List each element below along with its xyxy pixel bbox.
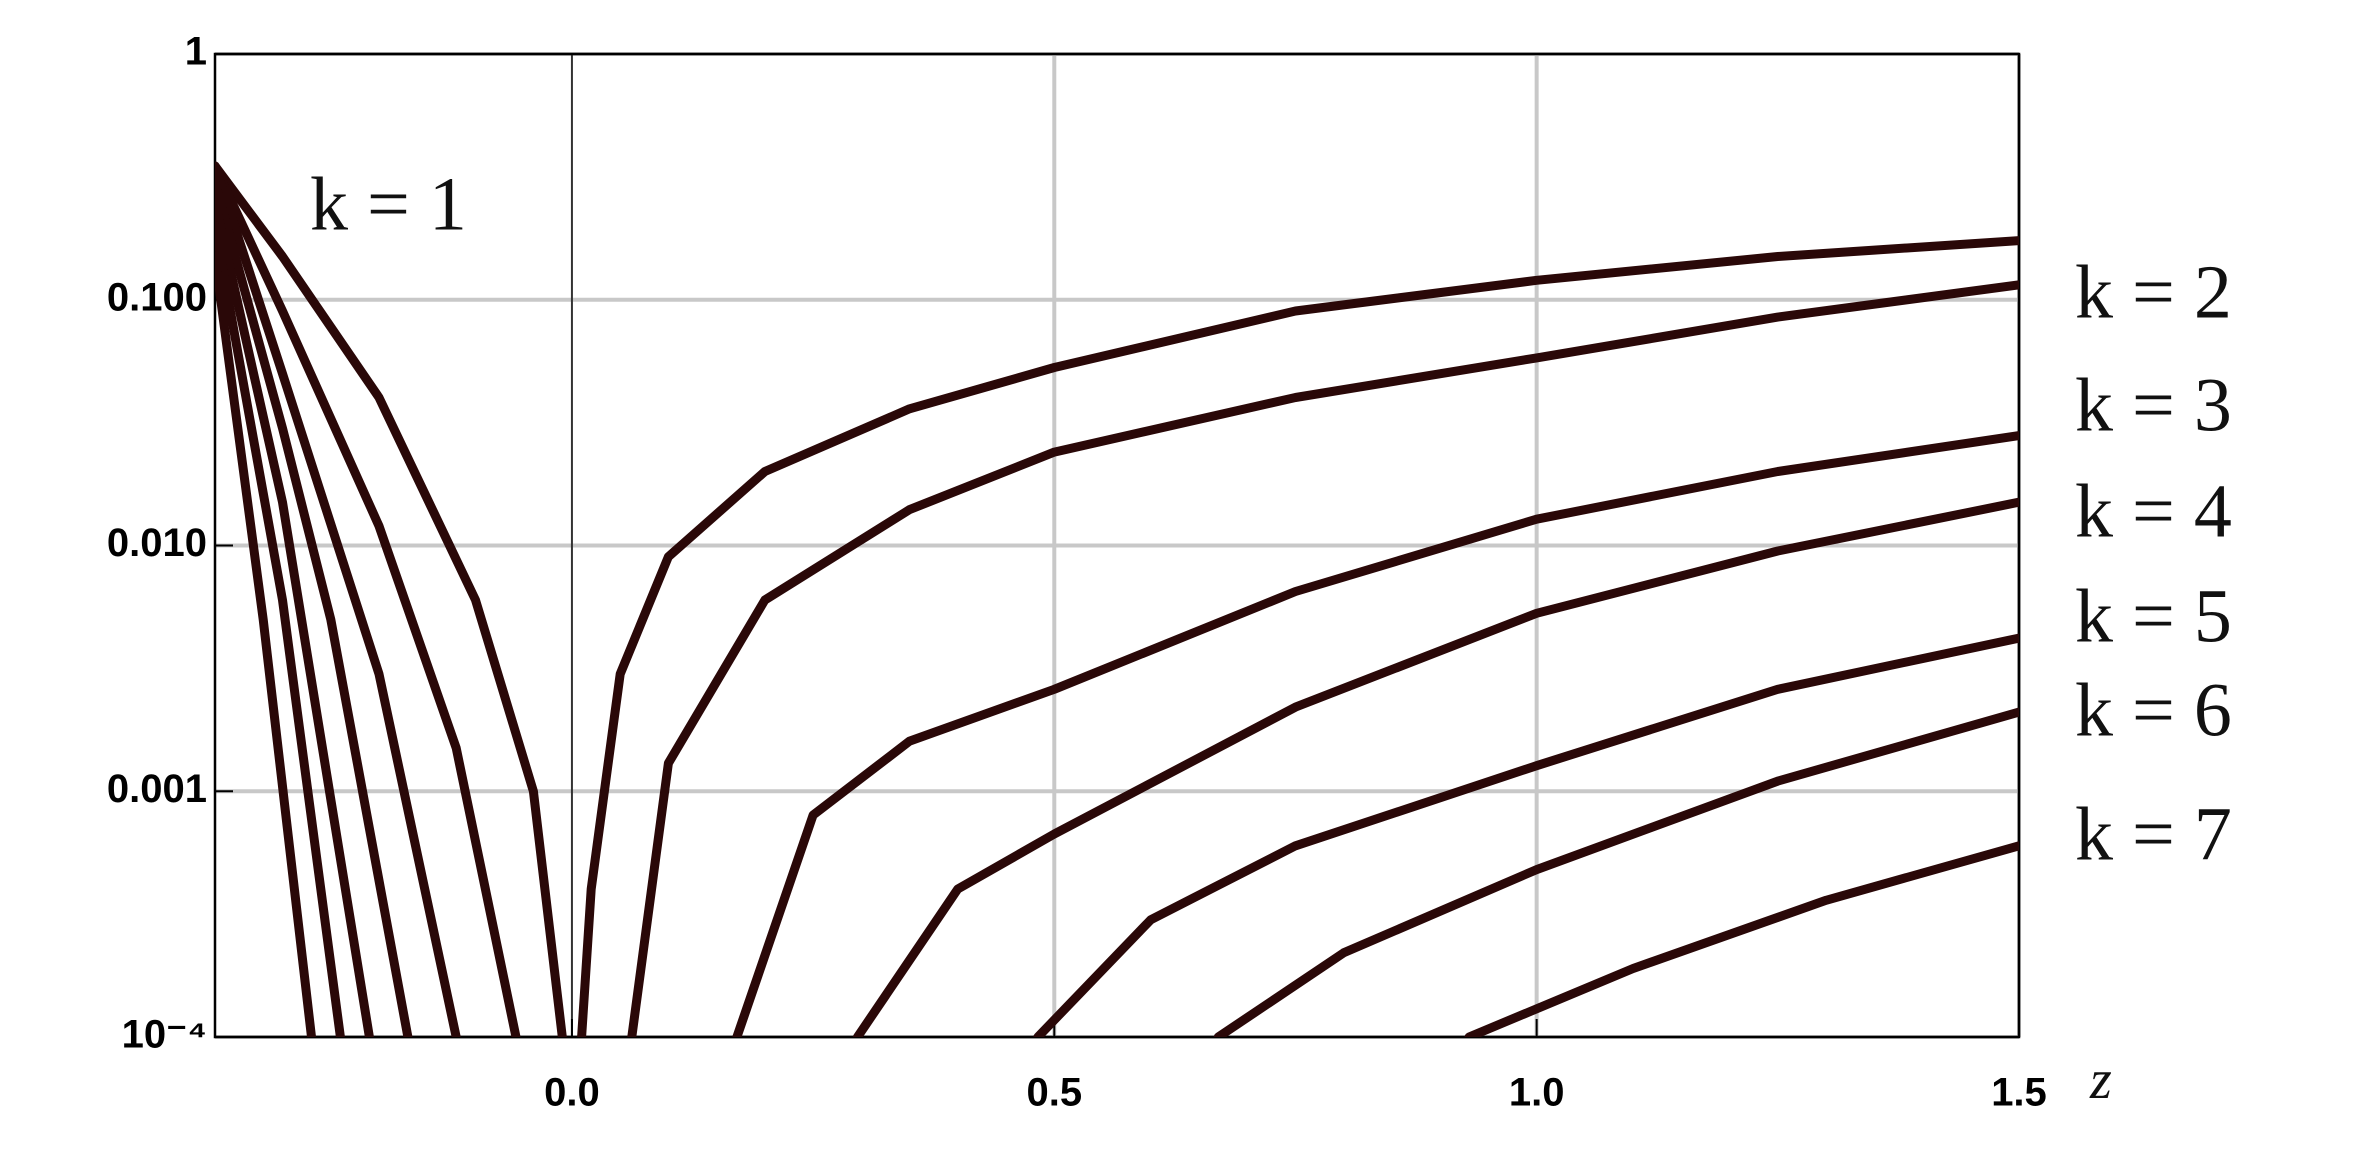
- curve: [215, 178, 2019, 1037]
- x-tick-label: 0.5: [1026, 1071, 1082, 1115]
- series-label: k = 6: [2075, 668, 2232, 752]
- series-label: k = 5: [2075, 574, 2232, 658]
- curve: [215, 221, 2019, 1037]
- series-label: k = 2: [2075, 250, 2232, 334]
- curve: [215, 161, 2019, 1037]
- y-tick-label: 1: [185, 30, 207, 74]
- curve: [215, 252, 2019, 1037]
- series-label: k = 1: [310, 162, 467, 246]
- plot-frame: [213, 52, 2021, 1039]
- series-label: k = 7: [2075, 792, 2232, 876]
- curve: [215, 161, 2019, 1037]
- curve: [215, 197, 2019, 1037]
- x-tick-label: 0.0: [544, 1071, 600, 1115]
- curves: [215, 161, 2019, 1037]
- x-axis-label: z: [2089, 1049, 2112, 1111]
- y-tick-label: 0.100: [107, 275, 207, 319]
- y-tick-label: 0.001: [107, 767, 207, 811]
- y-tick-label: 10⁻⁴: [122, 1013, 207, 1057]
- y-tick-label: 0.010: [107, 521, 207, 565]
- x-tick-label: 1.0: [1509, 1071, 1565, 1115]
- x-tick-label: 1.5: [1991, 1071, 2047, 1115]
- curve: [215, 161, 2019, 1037]
- series-label: k = 4: [2075, 469, 2232, 553]
- series-label: k = 3: [2075, 363, 2232, 447]
